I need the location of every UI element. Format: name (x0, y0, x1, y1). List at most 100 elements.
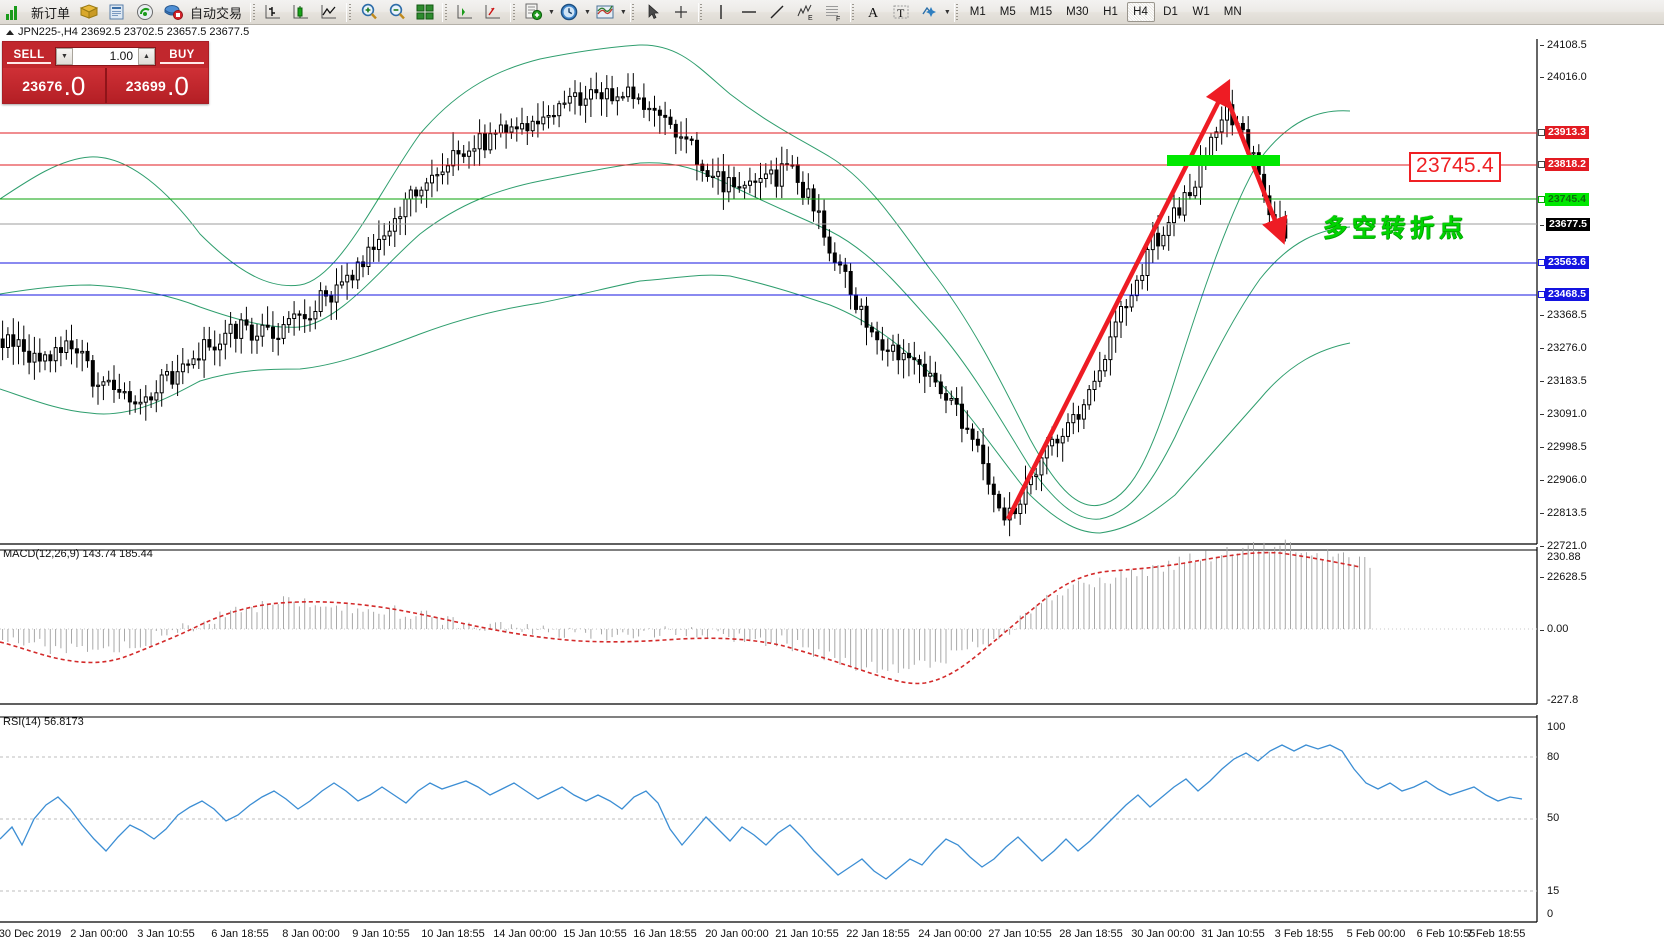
tile-windows-button[interactable] (412, 1, 438, 23)
vertical-line-button[interactable] (708, 1, 734, 23)
bar-chart-button[interactable] (260, 1, 286, 23)
objects-dropdown-arrow[interactable]: ▼ (943, 8, 951, 16)
price-tag-23818[interactable]: 23818.2 (1545, 158, 1589, 171)
autotrading-label-item[interactable]: 自动交易 (188, 1, 246, 23)
line-chart-icon (321, 5, 337, 19)
text-icon: A (868, 6, 879, 21)
sell-price-button[interactable]: 23676 .0 (3, 68, 105, 103)
templates-button[interactable] (592, 1, 618, 23)
autotrading-button[interactable] (160, 1, 186, 23)
text-button[interactable]: A (860, 1, 886, 23)
fibonacci-icon: F (825, 6, 840, 22)
timeframe-h4[interactable]: H4 (1126, 2, 1155, 22)
indicators-button[interactable] (520, 1, 546, 23)
toolbar-separator (510, 2, 517, 22)
candlestick-chart-button[interactable] (288, 1, 314, 23)
bar-chart-icon (265, 5, 281, 19)
book-button[interactable] (76, 1, 102, 23)
timeframe-d1[interactable]: D1 (1163, 6, 1178, 18)
templates-dropdown-arrow[interactable]: ▼ (619, 8, 627, 16)
time-axis: 30 Dec 2019 2 Jan 00:00 3 Jan 10:55 6 Jan 1… (0, 926, 1537, 944)
price-tick-22721: 22721.0 (1547, 540, 1587, 552)
text-label-button[interactable]: T (888, 1, 914, 23)
cursor-button[interactable] (640, 1, 666, 23)
buy-button-label[interactable]: BUY (160, 49, 204, 64)
timeframe-w1[interactable]: W1 (1192, 6, 1210, 18)
rsi-tick-15: 15 (1547, 885, 1560, 897)
indicators-dropdown-arrow[interactable]: ▼ (548, 8, 555, 16)
timeframe-mn[interactable]: MN (1223, 6, 1242, 18)
price-level-lines[interactable] (0, 132, 1537, 296)
toolbar-separator (442, 2, 449, 22)
elliott-wave-button[interactable]: E (792, 1, 818, 23)
bollinger-bands (0, 44, 1351, 534)
price-tick-22998: 22998.5 (1547, 441, 1587, 453)
collapse-triangle-icon[interactable] (6, 29, 14, 35)
period-button[interactable] (556, 1, 582, 23)
candlestick-series (0, 72, 1288, 537)
chinese-annotation-note[interactable]: 多空转折点 (1323, 214, 1468, 242)
navigator-button[interactable] (480, 1, 506, 23)
macd-title: MACD(12,26,9) 143.74 185.44 (3, 548, 153, 560)
price-tick-24016: 24016.0 (1547, 71, 1587, 83)
timeframe-m15[interactable]: M15 (1029, 6, 1053, 18)
templates-icon (596, 5, 614, 19)
trendline-button[interactable] (764, 1, 790, 23)
horizontal-line-button[interactable] (736, 1, 762, 23)
price-tag-handle[interactable] (1538, 161, 1545, 168)
time-tick-12: 22 Jan 18:55 (846, 928, 910, 940)
crosshair-button[interactable] (668, 1, 694, 23)
elliott-wave-icon: E (797, 4, 813, 22)
volume-value[interactable]: 1.00 (109, 49, 133, 63)
price-tag-handle[interactable] (1538, 129, 1545, 136)
period-dropdown-arrow[interactable]: ▼ (583, 8, 591, 16)
support-highlight-box[interactable] (1167, 155, 1280, 166)
price-tag-23468[interactable]: 23468.5 (1545, 288, 1589, 301)
main-toolbar: 新订单 (0, 0, 1664, 25)
line-chart-button[interactable] (316, 1, 342, 23)
time-tick-13: 24 Jan 00:00 (918, 928, 982, 940)
timeframe-h1[interactable]: H1 (1103, 6, 1118, 18)
news-icon (109, 4, 124, 20)
price-tag-handle[interactable] (1538, 259, 1545, 266)
price-tag-handle[interactable] (1538, 196, 1545, 203)
price-tag-23745[interactable]: 23745.4 (1545, 193, 1589, 206)
zoom-out-button[interactable] (384, 1, 410, 23)
signals-icon (137, 4, 154, 20)
period-icon (560, 3, 578, 21)
data-window-button[interactable] (452, 1, 478, 23)
timeframe-m5[interactable]: M5 (999, 6, 1016, 18)
volume-stepper[interactable]: ▼ 1.00 ▲ (55, 46, 156, 66)
zoom-in-button[interactable] (356, 1, 382, 23)
buy-price-integer: 23699 (125, 77, 167, 94)
new-order-label-item[interactable]: 新订单 (29, 1, 74, 23)
volume-decrement-icon[interactable]: ▼ (56, 47, 73, 65)
new-order-icon (6, 6, 17, 20)
timeframe-m1[interactable]: M1 (969, 6, 986, 18)
volume-increment-icon[interactable]: ▲ (138, 47, 155, 65)
signals-button[interactable] (132, 1, 158, 23)
new-order-button[interactable] (1, 1, 27, 23)
svg-text:T: T (897, 6, 905, 20)
fibonacci-button[interactable]: F (820, 1, 846, 23)
timeframe-group: M1 M5 M15 M30 H1 H4 D1 W1 MN (963, 2, 1249, 22)
objects-button[interactable] (916, 1, 942, 23)
trade-panel-prices: 23676 .0 23699 .0 (3, 68, 208, 103)
sell-price-fraction: .0 (63, 70, 86, 101)
price-tag-handle[interactable] (1538, 291, 1545, 298)
rsi-title: RSI(14) 56.8173 (3, 716, 84, 728)
toolbar-separator (629, 2, 636, 22)
buy-price-button[interactable]: 23699 .0 (104, 68, 208, 103)
sell-button-label[interactable]: SELL (7, 49, 51, 64)
price-tag-23563[interactable]: 23563.6 (1545, 256, 1589, 269)
price-callout-box[interactable]: 23745.4 (1409, 152, 1502, 182)
price-tag-23913[interactable]: 23913.3 (1545, 126, 1589, 139)
macd-pane (0, 539, 1538, 705)
timeframe-m30[interactable]: M30 (1066, 6, 1089, 18)
one-click-trading-panel: SELL ▼ 1.00 ▲ BUY 23676 .0 23699 .0 (2, 41, 209, 104)
toolbar-separator (849, 2, 856, 22)
macd-tick-max: 230.88 (1547, 551, 1581, 563)
news-button[interactable] (104, 1, 130, 23)
chart-canvas[interactable] (0, 39, 1664, 944)
svg-text:E: E (808, 15, 813, 22)
